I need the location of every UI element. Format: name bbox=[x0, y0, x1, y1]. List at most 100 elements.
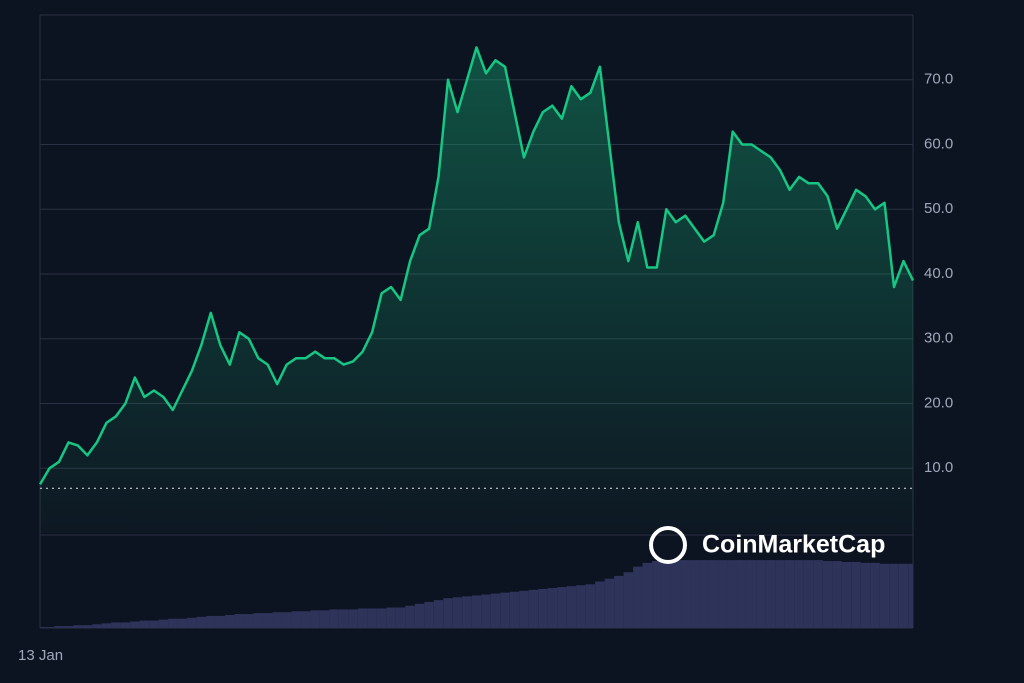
volume-bar bbox=[727, 560, 738, 628]
volume-bar bbox=[623, 572, 634, 628]
volume-bar bbox=[319, 610, 330, 628]
volume-bar bbox=[386, 607, 396, 628]
watermark: CoinMarketCap bbox=[649, 526, 885, 564]
volume-bar bbox=[860, 562, 871, 628]
y-tick-label: 30.0 bbox=[924, 330, 953, 347]
volume-bar bbox=[272, 612, 282, 628]
y-tick-label: 40.0 bbox=[924, 265, 953, 282]
volume-bar bbox=[566, 586, 577, 628]
volume-bar bbox=[395, 607, 406, 628]
volume-bar bbox=[310, 610, 320, 628]
logo bbox=[649, 526, 687, 564]
volume-bar bbox=[234, 614, 245, 628]
volume-bar bbox=[262, 613, 273, 628]
volume-bar bbox=[329, 609, 339, 628]
volume-bar bbox=[718, 560, 728, 628]
volume-bar bbox=[376, 608, 387, 628]
volume-bar bbox=[671, 560, 681, 628]
volume-bar bbox=[604, 578, 615, 628]
price-line bbox=[38, 46, 915, 486]
volume-bar bbox=[300, 611, 311, 628]
volume-bar bbox=[82, 625, 93, 628]
volume-bar bbox=[690, 560, 700, 628]
volume-bar bbox=[746, 560, 757, 628]
volume-bar bbox=[367, 608, 377, 628]
y-tick-label: 70.0 bbox=[924, 71, 953, 88]
volume-bar bbox=[149, 620, 159, 628]
volume-bar bbox=[338, 609, 349, 628]
volume-bar bbox=[490, 593, 501, 628]
volume-bar bbox=[832, 561, 842, 628]
volume-bar bbox=[357, 608, 368, 628]
volume-bar bbox=[737, 560, 747, 628]
volume-bar bbox=[452, 597, 463, 628]
volume-bar bbox=[348, 609, 358, 628]
x-tick-label: 13 Jan bbox=[18, 647, 63, 664]
volume-bar bbox=[547, 588, 558, 628]
volume-bar bbox=[585, 584, 596, 628]
volume-bar bbox=[139, 620, 150, 628]
volume-bar bbox=[44, 627, 55, 628]
volume-bar bbox=[680, 560, 691, 628]
volume-bar bbox=[784, 560, 795, 628]
volume-bar bbox=[433, 600, 444, 628]
volume-bar bbox=[500, 592, 510, 628]
volume-bar bbox=[509, 591, 520, 628]
volume-bar bbox=[633, 566, 643, 628]
volume-bar bbox=[101, 623, 112, 628]
volume-bar bbox=[424, 601, 434, 628]
volume-bar bbox=[898, 563, 909, 628]
volume-bar bbox=[63, 626, 74, 628]
volume-bar bbox=[851, 561, 861, 628]
volume-bar bbox=[462, 596, 472, 628]
volume-bar bbox=[765, 560, 776, 628]
volume-bar bbox=[528, 589, 539, 628]
volume-bar bbox=[908, 563, 913, 628]
volume-bar bbox=[841, 561, 852, 628]
volume-bar bbox=[443, 598, 453, 628]
volume-bar bbox=[111, 622, 121, 628]
volume-bar bbox=[225, 614, 235, 628]
volume-bar bbox=[244, 614, 254, 628]
y-tick-label: 60.0 bbox=[924, 135, 953, 152]
watermark-text: CoinMarketCap bbox=[702, 531, 885, 559]
volume-bar bbox=[889, 563, 899, 628]
volume-bar bbox=[538, 588, 548, 628]
volume-bar bbox=[130, 621, 140, 628]
volume-bar bbox=[803, 560, 814, 628]
volume-bar bbox=[576, 585, 586, 628]
volume-bar bbox=[652, 561, 662, 628]
volume-bar bbox=[405, 605, 415, 628]
volume-bar bbox=[291, 611, 301, 628]
volume-bar bbox=[614, 575, 624, 628]
volume-bar bbox=[870, 562, 880, 628]
volume-bar bbox=[187, 617, 197, 628]
volume-bar bbox=[73, 625, 83, 628]
volume-bar bbox=[642, 562, 653, 628]
volume-bar bbox=[253, 613, 263, 628]
volume-bar bbox=[414, 603, 425, 628]
volume-bar bbox=[206, 615, 216, 628]
volume-bar bbox=[595, 581, 605, 628]
volume-bar bbox=[54, 626, 64, 628]
volume-bar bbox=[557, 587, 567, 628]
volume-bar bbox=[822, 561, 833, 628]
volume-bar bbox=[699, 560, 709, 628]
volume-bar bbox=[92, 624, 102, 628]
volume-bar bbox=[661, 560, 672, 628]
y-tick-label: 50.0 bbox=[924, 200, 953, 217]
volume-bar bbox=[794, 560, 804, 628]
volume-bar bbox=[40, 627, 45, 628]
volume-bar bbox=[813, 560, 823, 628]
volume-bar bbox=[481, 594, 491, 628]
volume-bar bbox=[756, 560, 766, 628]
volume-bar bbox=[519, 590, 529, 628]
volume-bar bbox=[158, 619, 169, 628]
volume-bar bbox=[775, 560, 785, 628]
volume-bar bbox=[879, 563, 890, 628]
y-tick-label: 20.0 bbox=[924, 394, 953, 411]
volume-bar bbox=[120, 622, 131, 628]
volume-bar bbox=[177, 618, 188, 628]
